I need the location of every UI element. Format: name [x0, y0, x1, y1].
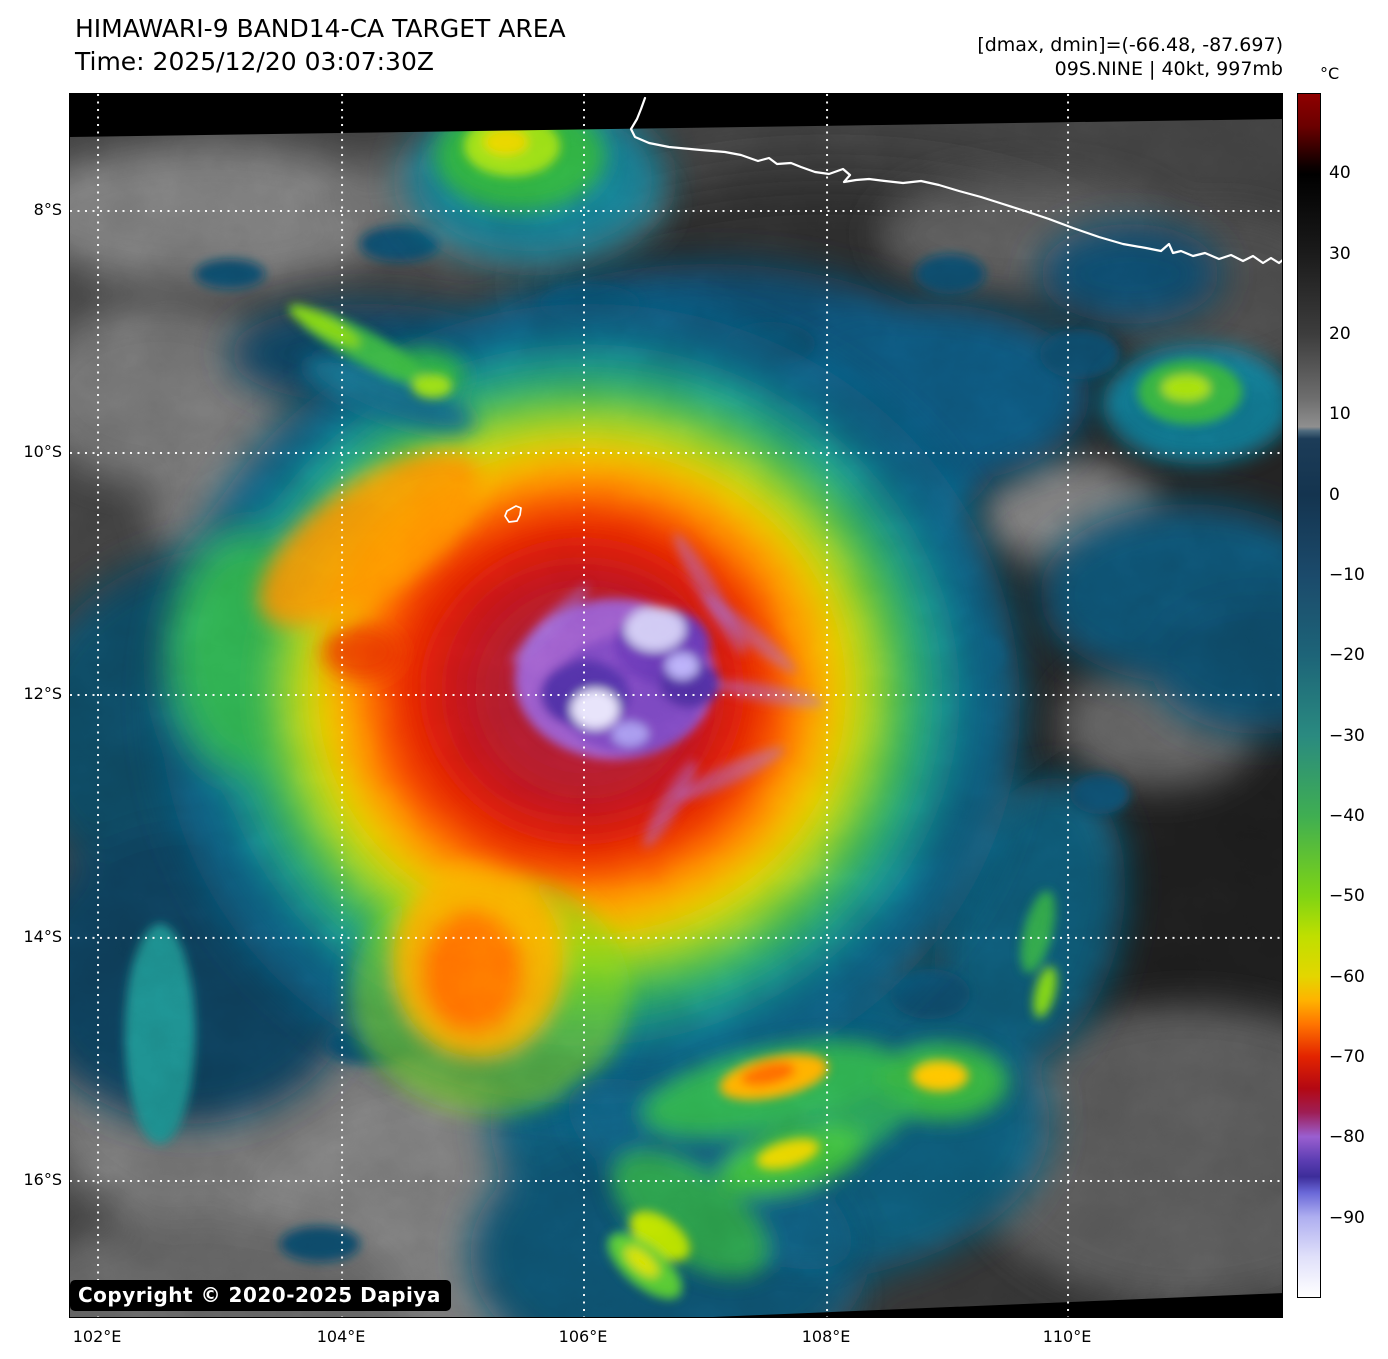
satellite-imagery-layer [70, 119, 1282, 1317]
page-title: HIMAWARI-9 BAND14-CA TARGET AREA [75, 14, 566, 43]
coastline-path [629, 96, 1282, 265]
colorbar-tick-label: 20 [1329, 324, 1351, 344]
colorbar-tick-label: 30 [1329, 243, 1351, 264]
colorbar-tick-label: −50 [1329, 886, 1365, 907]
longitude-tick-label: 106°E [558, 1327, 608, 1346]
satellite-map-panel [69, 93, 1283, 1318]
colorbar-tick-label: −20 [1329, 645, 1365, 666]
colorbar-tick-label: −70 [1329, 1047, 1365, 1067]
storm-id-intensity: 09S.NINE | 40kt, 997mb [1054, 58, 1283, 80]
gridline-layer [70, 94, 1282, 1317]
colorbar-tick-label: −40 [1329, 806, 1365, 826]
colorbar-tick-label: −30 [1329, 725, 1365, 746]
longitude-tick-label: 102°E [72, 1327, 122, 1346]
longitude-tick-label: 104°E [316, 1327, 366, 1346]
longitude-tick-label: 110°E [1042, 1327, 1092, 1346]
latitude-tick-label: 10°S [23, 442, 62, 462]
island-contour [504, 505, 522, 523]
colorbar-tick-label: 40 [1329, 163, 1351, 184]
latitude-tick-label: 14°S [23, 926, 62, 946]
temperature-colorbar [1297, 93, 1321, 1298]
longitude-tick-label: 108°E [801, 1327, 851, 1346]
colorbar-unit-label: °C [1320, 64, 1340, 83]
latitude-tick-label: 8°S [33, 199, 62, 219]
timestamp: Time: 2025/12/20 03:07:30Z [75, 47, 434, 76]
latitude-tick-label: 16°S [23, 1169, 62, 1189]
header-title-block: HIMAWARI-9 BAND14-CA TARGET AREA Time: 2… [75, 12, 566, 78]
satellite-image [70, 94, 1282, 1317]
noise-overlay [70, 119, 1282, 1317]
colorbar-tick-label: 10 [1329, 404, 1351, 425]
colorbar-tick-label: −80 [1329, 1127, 1365, 1148]
header-info-block: [dmax, dmin]=(-66.48, -87.697) 09S.NINE … [977, 33, 1283, 81]
colorbar-tick-label: −60 [1329, 966, 1365, 987]
colorbar-tick-label: −10 [1329, 565, 1365, 585]
latitude-tick-label: 12°S [23, 683, 62, 703]
copyright-badge: Copyright © 2020-2025 Dapiya [70, 1280, 451, 1311]
colorbar-tick-label: 0 [1329, 484, 1340, 505]
dmax-dmin-readout: [dmax, dmin]=(-66.48, -87.697) [977, 34, 1283, 56]
colorbar-tick-label: −90 [1329, 1207, 1365, 1228]
